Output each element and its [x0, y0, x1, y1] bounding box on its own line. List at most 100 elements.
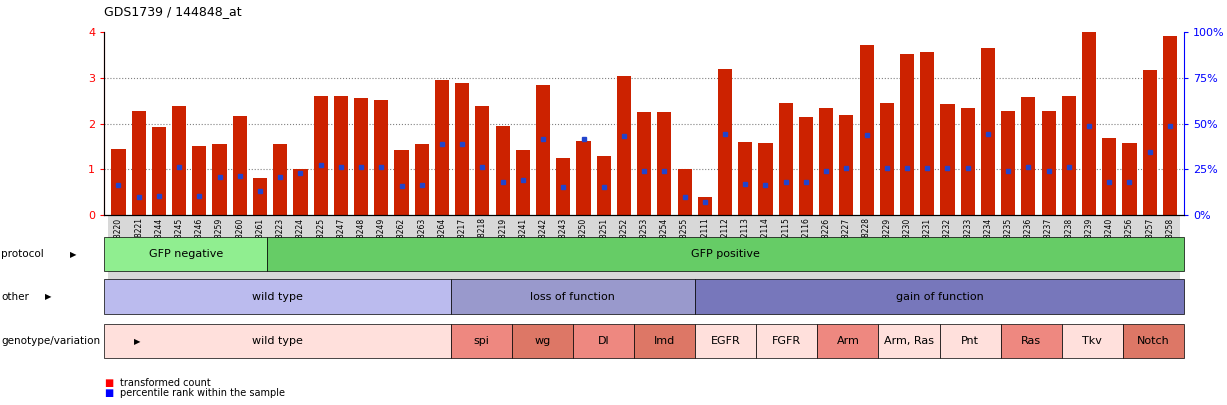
Bar: [677, 169, 692, 215]
Bar: [374, 100, 389, 215]
Bar: [314, 96, 328, 215]
Bar: [434, 80, 449, 215]
Bar: [1123, 143, 1136, 215]
Text: Dl: Dl: [598, 336, 610, 346]
Text: percentile rank within the sample: percentile rank within the sample: [120, 388, 285, 398]
Bar: [210, 215, 229, 296]
Bar: [577, 141, 590, 215]
Bar: [897, 215, 917, 296]
Text: GFP positive: GFP positive: [691, 249, 760, 259]
Bar: [1079, 215, 1099, 296]
Bar: [351, 215, 372, 296]
Bar: [513, 215, 533, 296]
Bar: [617, 76, 631, 215]
Text: Tkv: Tkv: [1082, 336, 1102, 346]
Bar: [1119, 215, 1140, 296]
Bar: [654, 215, 675, 296]
Bar: [860, 45, 874, 215]
Bar: [334, 96, 348, 215]
Text: spi: spi: [474, 336, 490, 346]
Bar: [193, 146, 206, 215]
Text: Arm, Ras: Arm, Ras: [883, 336, 934, 346]
Bar: [694, 215, 715, 296]
Bar: [452, 215, 472, 296]
Bar: [556, 158, 571, 215]
Bar: [274, 144, 287, 215]
Text: GDS1739 / 144848_at: GDS1739 / 144848_at: [104, 5, 242, 18]
Bar: [978, 215, 998, 296]
Bar: [553, 215, 573, 296]
Bar: [739, 142, 752, 215]
Text: Imd: Imd: [654, 336, 675, 346]
Bar: [372, 215, 391, 296]
Bar: [415, 144, 428, 215]
Text: FGFR: FGFR: [772, 336, 801, 346]
Text: ■: ■: [104, 378, 114, 388]
Bar: [658, 112, 671, 215]
Text: protocol: protocol: [1, 249, 44, 259]
Bar: [1102, 138, 1117, 215]
Bar: [920, 51, 934, 215]
Bar: [735, 215, 756, 296]
Bar: [614, 215, 634, 296]
Bar: [355, 98, 368, 215]
Text: Notch: Notch: [1137, 336, 1169, 346]
Bar: [779, 103, 793, 215]
Bar: [411, 215, 432, 296]
Bar: [596, 156, 611, 215]
Bar: [1099, 215, 1119, 296]
Bar: [1042, 111, 1055, 215]
Bar: [291, 215, 310, 296]
Bar: [940, 104, 955, 215]
Bar: [394, 150, 409, 215]
Text: Pnt: Pnt: [961, 336, 979, 346]
Text: gain of function: gain of function: [896, 292, 984, 302]
Bar: [839, 115, 854, 215]
Bar: [899, 54, 914, 215]
Text: other: other: [1, 292, 29, 302]
Bar: [917, 215, 937, 296]
Bar: [1140, 215, 1160, 296]
Bar: [573, 215, 594, 296]
Bar: [172, 106, 187, 215]
Text: genotype/variation: genotype/variation: [1, 336, 101, 346]
Bar: [1142, 70, 1157, 215]
Bar: [432, 215, 452, 296]
Text: wg: wg: [534, 336, 551, 346]
Bar: [475, 106, 490, 215]
Text: ▶: ▶: [134, 337, 140, 346]
Bar: [796, 215, 816, 296]
Bar: [937, 215, 957, 296]
Bar: [1021, 97, 1036, 215]
Bar: [637, 112, 652, 215]
Bar: [536, 85, 550, 215]
Bar: [515, 150, 530, 215]
Bar: [1061, 96, 1076, 215]
Bar: [880, 103, 894, 215]
Bar: [1038, 215, 1059, 296]
Text: wild type: wild type: [252, 336, 303, 346]
Bar: [957, 215, 978, 296]
Text: GFP negative: GFP negative: [148, 249, 223, 259]
Bar: [698, 197, 712, 215]
Bar: [169, 215, 189, 296]
Bar: [758, 143, 773, 215]
Bar: [129, 215, 148, 296]
Text: ▶: ▶: [45, 292, 52, 301]
Text: transformed count: transformed count: [120, 378, 211, 388]
Bar: [229, 215, 250, 296]
Bar: [496, 126, 509, 215]
Bar: [492, 215, 513, 296]
Bar: [856, 215, 877, 296]
Bar: [472, 215, 492, 296]
Bar: [675, 215, 694, 296]
Bar: [212, 144, 227, 215]
Text: EGFR: EGFR: [710, 336, 741, 346]
Text: loss of function: loss of function: [530, 292, 615, 302]
Bar: [148, 215, 169, 296]
Bar: [820, 108, 833, 215]
Bar: [877, 215, 897, 296]
Bar: [108, 215, 129, 296]
Bar: [310, 215, 331, 296]
Bar: [634, 215, 654, 296]
